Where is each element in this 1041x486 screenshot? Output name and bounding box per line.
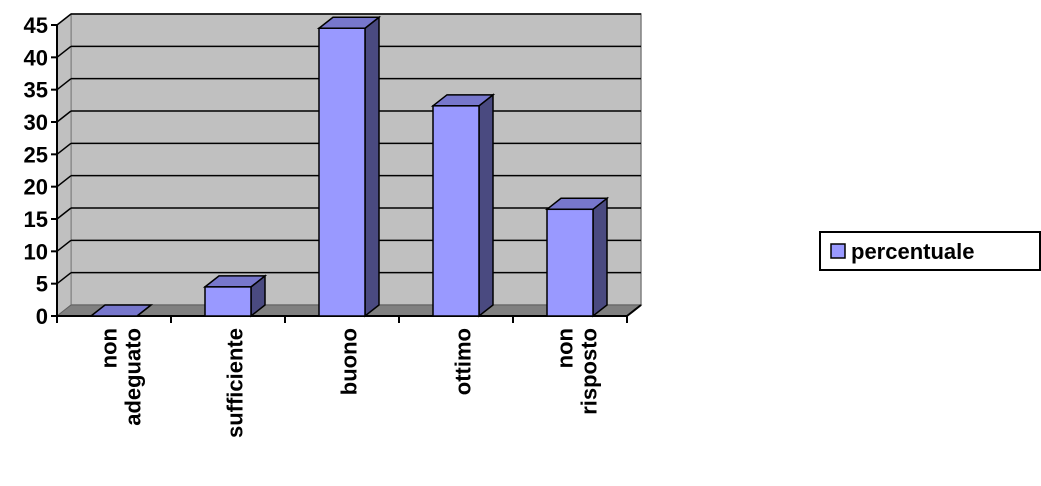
bar [202,274,268,318]
gridline-side [56,239,72,252]
legend-swatch [830,243,846,259]
gridline-side [56,78,72,91]
bar-side [592,196,608,318]
bar-front [546,208,594,317]
x-category-label: non [97,328,122,368]
gridline-side [56,272,72,285]
x-category-label: buono [337,328,362,395]
bar-front [432,105,480,317]
bar [316,15,382,318]
bar-front [204,286,252,317]
bar [88,304,154,317]
bar-front [318,27,366,317]
y-tick-labels: 0 5 10 15 20 25 30 35 40 45 [24,13,48,329]
x-category-labels: non adeguato sufficiente buono ottimo non risp… [97,328,602,438]
x-category-label: non [553,328,578,368]
bars [88,15,610,318]
bar [430,93,496,318]
gridline-side [56,13,72,26]
y-tick-label: 25 [24,142,48,167]
gridline-side [56,45,72,58]
y-tick-label: 30 [24,110,48,135]
legend-box [819,231,1041,271]
x-category-label: sufficiente [223,328,248,438]
y-tick-label: 5 [36,272,48,297]
gridline-side [56,110,72,123]
bar [544,196,610,318]
legend: percentuale [819,231,1041,271]
y-tick-label: 15 [24,207,48,232]
bar-side [364,15,380,318]
bar-top [88,304,154,317]
y-tick-label: 0 [36,304,48,329]
legend-label: percentuale [851,239,975,264]
y-tick-label: 20 [24,175,48,200]
y-tick-label: 40 [24,45,48,70]
y-tick-label: 45 [24,13,48,38]
gridline-side [56,142,72,155]
y-tick-label: 10 [24,239,48,264]
gridline-side [56,207,72,220]
y-tick-label: 35 [24,78,48,103]
bar-side [478,93,494,318]
side-wall [56,12,72,318]
x-category-label: adeguato [121,328,146,426]
gridline-side [56,175,72,188]
x-category-label: ottimo [451,328,476,395]
x-category-label: risposto [577,328,602,415]
x-axis-depth [626,304,642,317]
